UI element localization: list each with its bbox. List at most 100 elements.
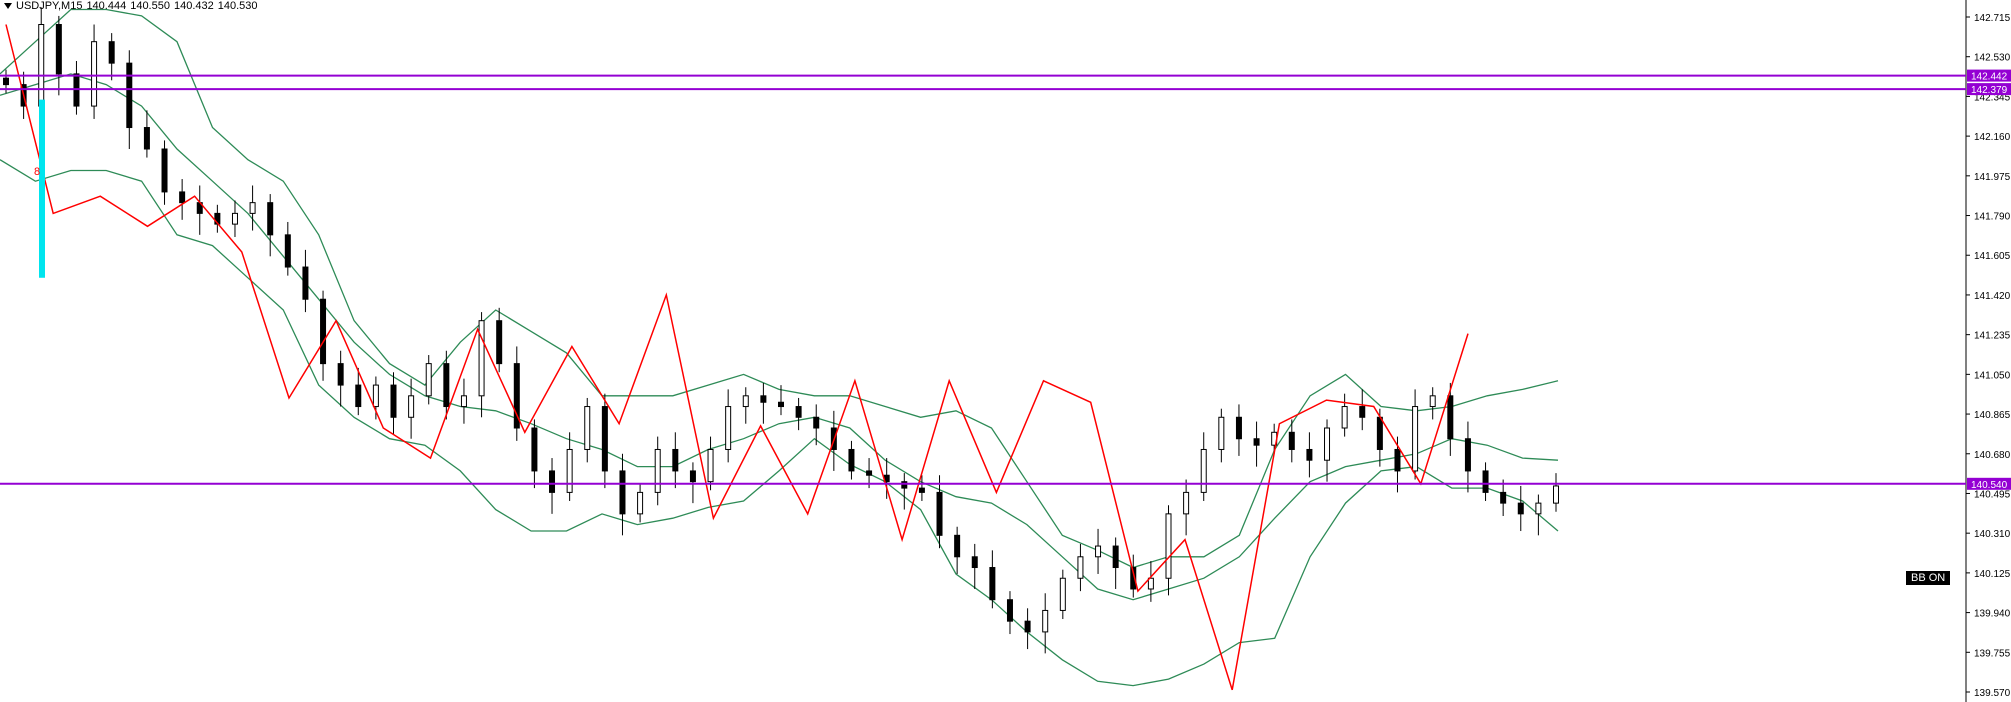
candle-body (1006, 599, 1013, 622)
signal-marker-bar (39, 99, 45, 278)
candle-body (531, 427, 538, 472)
price-tick-label: 142.345 (1974, 92, 2011, 103)
candle-body (866, 470, 873, 476)
high-value: 140.550 (130, 0, 170, 12)
candle-body (513, 363, 520, 429)
candle-body (848, 448, 855, 472)
candle-body (1482, 470, 1489, 493)
bb-indicator-badge[interactable]: BB ON (1906, 571, 1951, 585)
candle-body (778, 401, 784, 408)
candle-body (443, 363, 450, 408)
candle-body (108, 41, 115, 64)
price-tick-label: 140.865 (1974, 410, 2011, 421)
candle-body (143, 127, 150, 150)
price-tick-label: 141.050 (1974, 370, 2011, 381)
level-price-tag (1967, 69, 2011, 82)
candle-body (1447, 395, 1454, 440)
candle-body (1218, 416, 1225, 450)
candle-body (1341, 406, 1348, 429)
price-tick-label: 142.715 (1974, 13, 2011, 24)
price-tick-label: 140.680 (1974, 450, 2011, 461)
level-price-label: 142.442 (1971, 72, 2008, 83)
candle-body (901, 481, 908, 489)
bb-middle-line (0, 73, 1559, 601)
candle-body (320, 298, 327, 365)
level-price-tag (1967, 477, 2011, 490)
candle-body (1059, 577, 1066, 611)
candle-body (1412, 406, 1419, 472)
candle-body (355, 384, 362, 408)
candle-body (689, 470, 696, 483)
candle-body (231, 212, 238, 225)
candle-body (1306, 448, 1313, 461)
candle-body (1130, 567, 1137, 590)
price-tick-label: 139.755 (1974, 648, 2011, 659)
candle-body (1464, 438, 1471, 472)
candle-body (1165, 513, 1172, 579)
candle-body (179, 191, 186, 204)
candle-body (55, 24, 62, 75)
candle-body (760, 395, 767, 403)
price-tick-label: 139.940 (1974, 609, 2011, 620)
bb-lower-line (0, 159, 1559, 687)
candle-body (1535, 502, 1542, 515)
candle-body (795, 406, 802, 418)
close-value: 140.530 (217, 0, 258, 12)
candle-body (390, 384, 397, 418)
candle-body (284, 234, 291, 268)
candle-body (637, 491, 644, 515)
price-tick-label: 142.530 (1974, 53, 2011, 64)
candle-body (936, 491, 943, 536)
candle-body (1183, 491, 1190, 515)
candle-body (989, 567, 996, 601)
candle-body (496, 320, 503, 365)
candle-body (742, 395, 749, 408)
candle-body (1517, 502, 1524, 515)
candle-body (161, 148, 168, 193)
candle-body (337, 363, 344, 386)
level-price-label: 142.379 (1971, 85, 2008, 96)
level-price-tag (1967, 83, 2011, 96)
candle-body (918, 487, 925, 493)
candle-body (1042, 609, 1049, 633)
zigzag-line (5, 24, 1469, 691)
candle-body (1095, 545, 1102, 558)
candle-body (1376, 416, 1383, 450)
candle-body (549, 470, 556, 493)
candle-body (954, 534, 961, 558)
price-tick-label: 141.420 (1974, 291, 2011, 302)
candle-body (601, 406, 608, 472)
candle-body (1500, 491, 1507, 504)
candle-body (1288, 431, 1295, 450)
candle-body (707, 448, 714, 483)
candle-body (460, 395, 467, 408)
price-tick-label: 141.605 (1974, 251, 2011, 262)
symbol-label: USDJPY,M15 (16, 0, 83, 12)
candle-body (302, 266, 309, 300)
candle-body (813, 416, 820, 429)
candle-body (619, 470, 626, 515)
candle-body (1147, 577, 1154, 590)
price-tick-label: 140.310 (1974, 529, 2011, 540)
candle-body (372, 384, 379, 408)
candle-body (267, 202, 274, 236)
candle-body (249, 202, 256, 214)
candle-body (1324, 427, 1331, 461)
price-tick-label: 140.495 (1974, 489, 2011, 500)
candle-body (1112, 545, 1119, 569)
price-tick-label: 141.790 (1974, 212, 2011, 223)
price-tick-label: 141.235 (1974, 331, 2011, 342)
price-tick-label: 142.160 (1974, 132, 2011, 143)
price-tick-label: 140.125 (1974, 569, 2011, 580)
candle-body (3, 77, 9, 86)
candle-body (1394, 448, 1401, 472)
candle-body (1077, 556, 1084, 579)
candle-body (38, 24, 45, 107)
candle-body (584, 406, 591, 450)
candle-body (1253, 438, 1260, 446)
candle-body (566, 448, 573, 493)
chevron-down-icon[interactable] (4, 3, 12, 10)
candle-body (408, 395, 415, 418)
candle-body (478, 320, 485, 397)
